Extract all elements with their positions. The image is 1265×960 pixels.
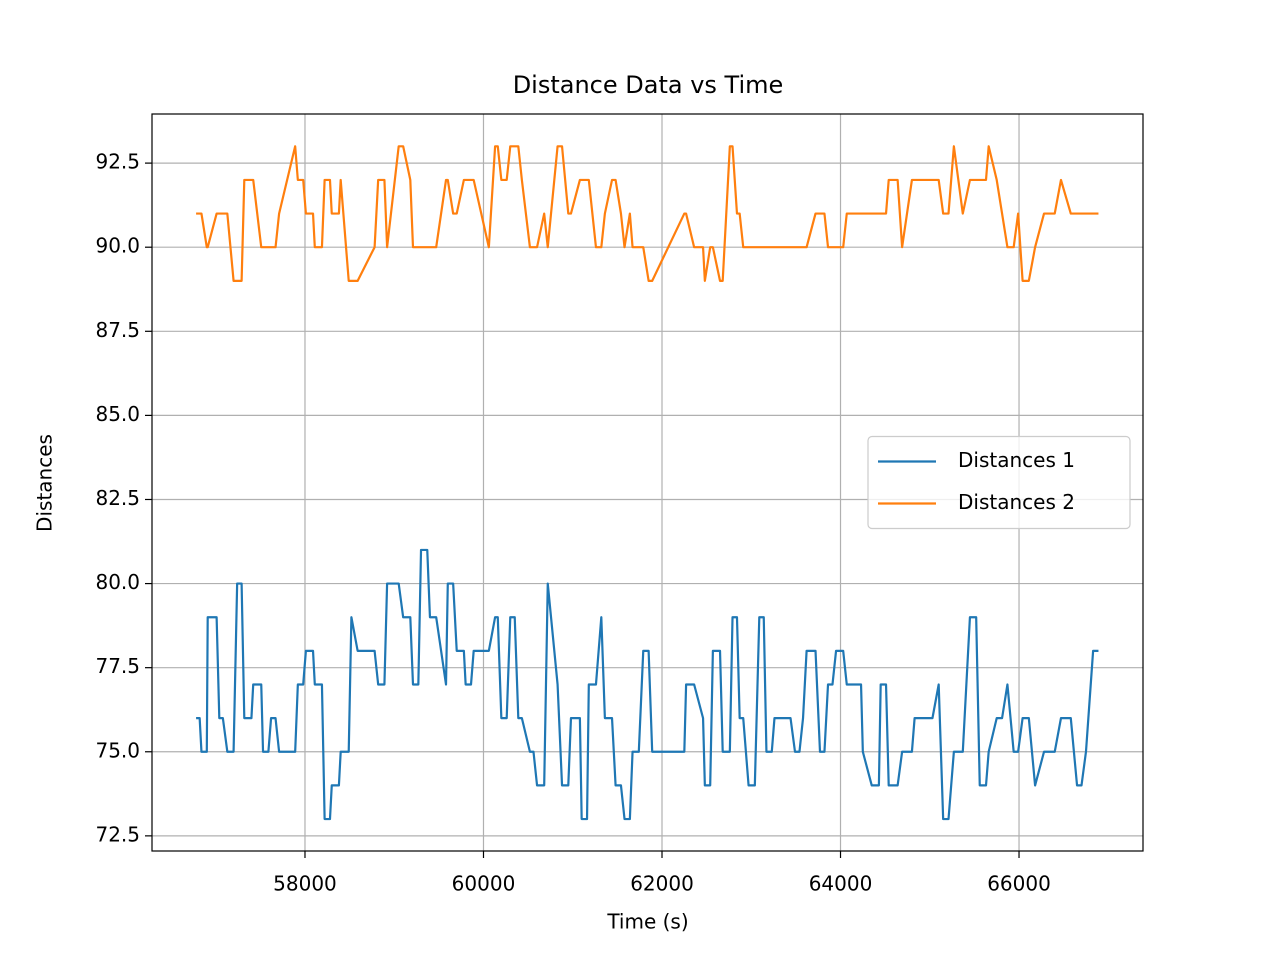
y-tick-label: 87.5 [95,318,140,342]
y-tick-label: 82.5 [95,486,140,510]
data-line [196,548,1099,821]
y-tick-label: 90.0 [95,234,140,258]
legend-label: Distances 1 [958,448,1075,472]
y-tick-label: 72.5 [95,822,140,846]
y-tick-label: 75.0 [95,738,140,762]
legend: Distances 1 Distances 2 [867,435,1131,530]
x-axis-label: Time (s) [606,910,688,934]
x-tick-label: 66000 [987,872,1051,896]
axes-frame [151,113,1144,852]
data-line [196,145,1099,282]
chart-title: Distance Data vs Time [513,71,784,99]
y-tick-label: 77.5 [95,654,140,678]
y-tick-label: 92.5 [95,150,140,174]
y-axis-label: Distances [33,434,57,532]
x-tick-label: 58000 [273,872,337,896]
legend-box [867,435,1131,530]
legend-label: Distances 2 [958,490,1075,514]
y-tick-label: 80.0 [95,570,140,594]
x-tick-label: 60000 [452,872,516,896]
x-tick-label: 64000 [809,872,873,896]
x-tick-label: 62000 [630,872,694,896]
y-tick-label: 85.0 [95,402,140,426]
